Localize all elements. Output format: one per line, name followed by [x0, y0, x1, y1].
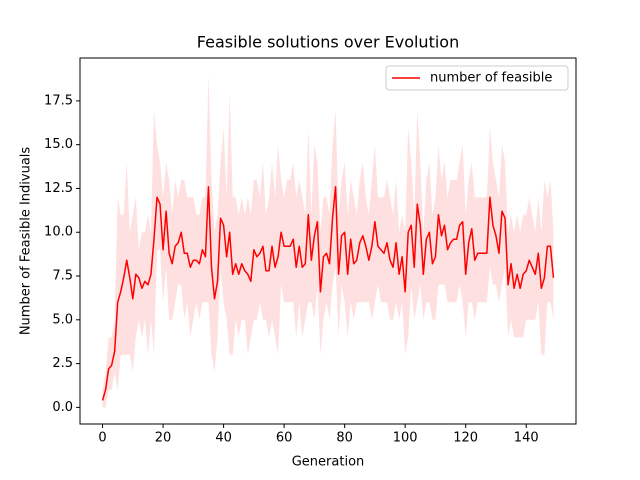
y-tick-label: 10.0 — [44, 225, 73, 240]
x-tick-label: 60 — [276, 431, 293, 446]
x-tick-label: 80 — [336, 431, 353, 446]
x-axis-label: Generation — [292, 455, 365, 470]
y-tick-label: 5.0 — [52, 312, 73, 327]
chart-title: Feasible solutions over Evolution — [197, 33, 459, 52]
y-axis-label: Number of Feasible Indivuals — [19, 147, 34, 336]
y-tick-label: 7.5 — [52, 269, 73, 284]
legend: number of feasible — [385, 65, 569, 91]
data-line — [101, 185, 555, 401]
y-tick-label: 12.5 — [44, 181, 73, 196]
y-tick-label: 2.5 — [52, 356, 73, 371]
legend-label: number of feasible — [430, 71, 552, 86]
x-tick-label: 20 — [155, 431, 172, 446]
x-tick-label: 140 — [514, 431, 539, 446]
confidence-band — [102, 74, 554, 408]
x-tick-label: 40 — [215, 431, 232, 446]
y-tick-label: 0.0 — [52, 400, 73, 415]
y-tick-label: 15.0 — [44, 137, 73, 152]
x-tick-label: 100 — [393, 431, 418, 446]
y-tick-label: 17.5 — [44, 93, 73, 108]
plot-frame — [79, 57, 577, 425]
legend-box — [385, 65, 569, 91]
x-tick-label: 0 — [98, 431, 106, 446]
x-tick-label: 120 — [453, 431, 478, 446]
